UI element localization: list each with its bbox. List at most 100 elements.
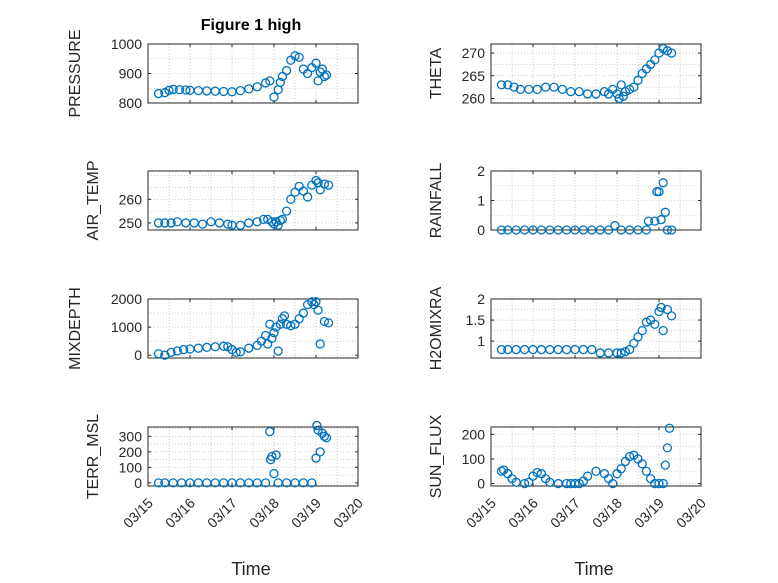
data-point xyxy=(269,92,279,102)
data-point xyxy=(566,87,576,97)
data-point xyxy=(603,473,614,484)
y-tick-label: 2 xyxy=(477,291,485,307)
data-point xyxy=(645,473,656,484)
y-tick-label: 1.5 xyxy=(466,312,486,328)
data-point xyxy=(244,218,254,228)
data-point xyxy=(321,433,332,443)
data-point xyxy=(179,344,189,355)
data-point xyxy=(275,319,285,329)
data-point xyxy=(503,80,513,90)
y-axis-label-air_temp: AIR_TEMP xyxy=(85,160,102,240)
data-point xyxy=(553,344,563,355)
data-point xyxy=(637,459,647,469)
data-point xyxy=(612,469,622,479)
data-point xyxy=(271,450,281,460)
y-tick-label: 2 xyxy=(477,163,485,179)
data-point xyxy=(662,304,673,315)
data-point xyxy=(290,51,300,61)
y-tick-label: 0 xyxy=(477,222,485,238)
data-point xyxy=(321,70,332,80)
y-tick-label: 260 xyxy=(462,90,486,106)
data-point xyxy=(616,80,626,90)
axes-pressure: 800 900 1000 PRESSURE xyxy=(67,29,359,118)
y-axis-label-pressure: PRESSURE xyxy=(67,29,84,117)
y-tick-label: 2000 xyxy=(111,291,142,307)
data-point xyxy=(223,219,233,229)
data-point xyxy=(656,302,666,313)
data-point xyxy=(545,344,555,355)
data-point xyxy=(206,217,216,227)
data-point xyxy=(235,220,246,230)
data-point xyxy=(153,88,164,99)
x-tick-label: 03/18 xyxy=(589,495,625,531)
data-point xyxy=(218,86,229,97)
data-point xyxy=(166,347,176,358)
data-point xyxy=(570,344,580,355)
y-tick-label: 0 xyxy=(134,475,142,491)
data-point xyxy=(252,217,262,227)
data-point xyxy=(637,325,647,336)
data-point xyxy=(618,91,628,101)
data-point xyxy=(591,89,601,99)
data-point xyxy=(210,342,220,352)
data-point xyxy=(532,84,542,95)
data-point xyxy=(275,77,285,87)
data-point xyxy=(311,453,321,463)
data-point xyxy=(269,468,279,479)
data-point xyxy=(570,478,580,489)
data-point xyxy=(307,478,317,488)
data-point xyxy=(294,52,304,62)
data-point xyxy=(244,343,254,353)
data-point xyxy=(260,478,271,488)
y-axis-label-mixdepth: MIXDEPTH xyxy=(67,287,84,370)
data-point xyxy=(193,343,204,353)
x-tick-label: 03/17 xyxy=(547,495,583,531)
data-point xyxy=(574,87,584,97)
data-point xyxy=(160,218,170,228)
data-point xyxy=(265,76,275,86)
data-point xyxy=(561,344,572,355)
data-point xyxy=(664,423,675,433)
data-point xyxy=(557,84,568,95)
data-point xyxy=(519,478,530,489)
data-point xyxy=(273,346,283,356)
data-point xyxy=(313,305,323,315)
data-point xyxy=(294,314,304,324)
data-point xyxy=(549,82,559,92)
data-point xyxy=(197,219,208,229)
data-point xyxy=(315,339,325,349)
y-tick-label: 1000 xyxy=(111,319,142,335)
x-axis-label-right: Time xyxy=(574,559,613,579)
axes-box xyxy=(147,426,359,487)
axes-sun_flux: 0 100 200 03/15 03/16 03/17 03/18 03/19 03/20 SUN… xyxy=(428,414,709,530)
data-point xyxy=(662,225,673,235)
x-tick-label: 03/19 xyxy=(631,495,667,531)
y-tick-label: 265 xyxy=(462,68,486,84)
data-point xyxy=(629,82,639,92)
data-point xyxy=(654,186,664,197)
data-point xyxy=(633,75,643,85)
data-point xyxy=(312,420,322,431)
y-tick-label: 200 xyxy=(462,426,486,442)
data-point xyxy=(164,85,174,95)
data-point xyxy=(496,466,507,476)
data-point xyxy=(496,344,507,355)
data-point xyxy=(307,297,317,307)
data-point xyxy=(612,89,622,99)
axes-box xyxy=(147,170,359,231)
data-point xyxy=(166,218,176,228)
x-tick-label: 03/19 xyxy=(288,495,324,531)
axes-rainfall: 0 1 2 RAINFALL xyxy=(428,163,702,238)
data-point xyxy=(587,344,597,355)
x-tick-label: 03/15 xyxy=(463,495,499,531)
y-tick-label: 260 xyxy=(119,191,143,207)
data-point xyxy=(603,348,614,358)
axes-theta: 260 265 270 THETA xyxy=(428,43,702,106)
axes-air_temp: 250 260 AIR_TEMP xyxy=(85,160,359,241)
data-point xyxy=(641,466,652,476)
x-axis-label-left: Time xyxy=(231,559,270,579)
data-point xyxy=(666,311,677,321)
data-point xyxy=(519,344,530,355)
data-point xyxy=(496,225,507,235)
data-point xyxy=(323,180,334,190)
